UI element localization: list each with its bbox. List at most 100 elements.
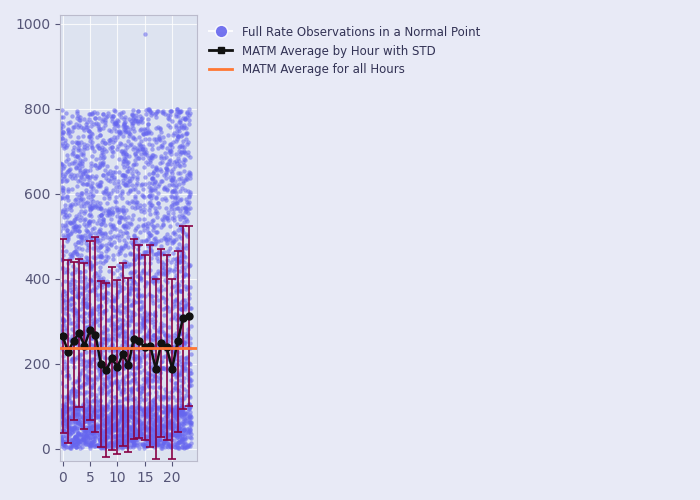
Point bbox=[91, 198, 102, 206]
Point bbox=[80, 358, 92, 366]
Point bbox=[136, 298, 147, 306]
Point bbox=[118, 422, 129, 430]
Point bbox=[116, 214, 127, 222]
Point bbox=[121, 444, 132, 452]
Point bbox=[172, 412, 183, 420]
Point bbox=[80, 427, 92, 435]
Point bbox=[134, 145, 146, 153]
Point bbox=[118, 386, 129, 394]
Point bbox=[132, 432, 143, 440]
Point bbox=[110, 397, 121, 405]
Point bbox=[55, 433, 66, 441]
Point bbox=[73, 420, 84, 428]
Point bbox=[169, 178, 181, 186]
Point bbox=[68, 423, 79, 431]
Point bbox=[122, 223, 134, 231]
Point bbox=[63, 346, 74, 354]
Point bbox=[97, 171, 108, 179]
Point bbox=[78, 148, 89, 156]
Point bbox=[169, 354, 180, 362]
Point bbox=[58, 393, 69, 401]
Point bbox=[146, 184, 157, 192]
Point bbox=[81, 166, 92, 174]
Point bbox=[91, 236, 102, 244]
Point bbox=[72, 138, 83, 145]
Point bbox=[161, 196, 172, 204]
Point bbox=[102, 244, 113, 252]
Point bbox=[145, 413, 156, 421]
Point bbox=[153, 328, 164, 336]
Point bbox=[122, 290, 134, 298]
Point bbox=[182, 433, 193, 441]
Point bbox=[93, 368, 104, 376]
Point bbox=[73, 408, 84, 416]
Point bbox=[168, 343, 179, 351]
Point bbox=[58, 416, 69, 424]
Point bbox=[173, 108, 184, 116]
Point bbox=[130, 226, 141, 234]
Point bbox=[56, 130, 67, 138]
Point bbox=[153, 182, 164, 190]
Point bbox=[171, 271, 182, 279]
Point bbox=[74, 444, 85, 452]
Point bbox=[89, 315, 100, 323]
Point bbox=[78, 145, 90, 153]
Point bbox=[146, 151, 158, 159]
Point bbox=[81, 430, 92, 438]
Point bbox=[146, 274, 158, 282]
Point bbox=[65, 228, 76, 236]
Point bbox=[111, 426, 122, 434]
Point bbox=[98, 419, 109, 427]
Point bbox=[145, 406, 156, 413]
Point bbox=[93, 322, 104, 330]
Point bbox=[75, 272, 86, 280]
Point bbox=[84, 436, 95, 444]
Point bbox=[71, 164, 82, 172]
Point bbox=[85, 308, 96, 316]
Point bbox=[64, 128, 75, 136]
Point bbox=[90, 114, 101, 122]
Point bbox=[82, 246, 93, 254]
Point bbox=[150, 124, 162, 132]
Point bbox=[64, 280, 76, 288]
Point bbox=[76, 189, 87, 197]
Point bbox=[74, 373, 85, 381]
Point bbox=[163, 420, 174, 428]
Point bbox=[178, 426, 190, 434]
Point bbox=[69, 404, 80, 412]
Point bbox=[92, 278, 103, 285]
Point bbox=[106, 292, 118, 300]
Point bbox=[127, 429, 139, 437]
Point bbox=[157, 396, 168, 404]
Point bbox=[57, 418, 68, 426]
Point bbox=[112, 416, 123, 424]
Point bbox=[146, 153, 157, 161]
Point bbox=[106, 225, 118, 233]
Point bbox=[77, 168, 88, 176]
Point bbox=[135, 431, 146, 439]
Point bbox=[69, 218, 80, 226]
Point bbox=[104, 208, 116, 216]
Point bbox=[115, 214, 126, 222]
Point bbox=[96, 212, 107, 220]
Point bbox=[130, 364, 141, 372]
Point bbox=[136, 407, 147, 415]
Point bbox=[143, 232, 154, 240]
Point bbox=[80, 436, 92, 444]
Point bbox=[79, 140, 90, 148]
Point bbox=[95, 328, 106, 336]
Point bbox=[121, 406, 132, 413]
Point bbox=[80, 372, 91, 380]
Point bbox=[128, 439, 139, 447]
Point bbox=[183, 427, 194, 435]
Point bbox=[169, 338, 181, 345]
Point bbox=[62, 404, 73, 412]
Point bbox=[98, 189, 109, 197]
Point bbox=[162, 337, 174, 345]
Point bbox=[150, 163, 162, 171]
Point bbox=[122, 122, 133, 130]
Point bbox=[132, 292, 144, 300]
Point bbox=[128, 256, 139, 264]
Point bbox=[130, 238, 141, 246]
Point bbox=[122, 442, 133, 450]
